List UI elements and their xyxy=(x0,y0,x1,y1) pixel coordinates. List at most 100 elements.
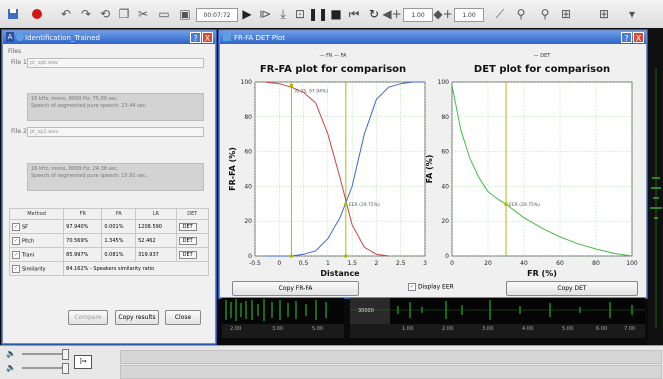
loop-icon[interactable]: ⟲ xyxy=(99,7,111,21)
main-toolbar: ↶ ↷ ⟲ ❐ ✂ ▭ ▣ 00:07:72 ▶ ⧐ ⤓ ⊡ ❚❚ ■ ⏮ ↻ … xyxy=(0,0,663,29)
series-line-det xyxy=(451,85,633,257)
paste-icon[interactable]: ▭ xyxy=(158,7,170,21)
checkbox[interactable]: ✓ xyxy=(12,222,20,231)
file2-info: 16 kHz, mono, 8000 Hz, 24.38 sec. Speech… xyxy=(27,163,204,191)
play-selection-icon[interactable]: ⧐ xyxy=(259,7,271,21)
checkbox[interactable]: ✓ xyxy=(12,264,20,273)
x-tick-label: 40 xyxy=(520,260,528,267)
play-to-end-icon[interactable]: ⊡ xyxy=(294,7,306,21)
identification-title: Identification_Trained xyxy=(25,33,100,42)
display-eer-label: Display EER xyxy=(418,283,454,291)
waveform-right-strip xyxy=(648,28,663,345)
identification-titlebar[interactable]: A Identification_Trained ? X xyxy=(3,31,215,44)
x-tick-label: 0 xyxy=(277,260,281,267)
x-tick-label: 80 xyxy=(592,260,600,267)
method-cell[interactable]: ✓ Trani xyxy=(8,247,65,262)
x-axis-label: Distance xyxy=(320,269,360,278)
redo-icon[interactable]: ↷ xyxy=(80,7,92,21)
file2-info-line2: Speech of segmented pure speech: 15.91 s… xyxy=(31,173,148,179)
search-icon[interactable]: ⚲ xyxy=(516,7,526,21)
y-tick-label: 80 xyxy=(441,114,449,121)
rewind-icon[interactable]: ◀+ xyxy=(382,7,402,21)
pause-icon[interactable]: ❚❚ xyxy=(307,7,329,21)
method-cell[interactable]: ✓ Pitch xyxy=(8,233,65,248)
header-fa: FA xyxy=(101,208,137,220)
table-row: ✓ Trani 85.997% 0.081% 319.937 DET xyxy=(8,247,210,262)
det-button[interactable]: DET xyxy=(178,250,197,259)
lr-cell: 1208.590 xyxy=(135,219,177,234)
spectrum-icon[interactable]: ⊞ xyxy=(560,7,572,21)
file1-combo[interactable]: pt_spk.wav xyxy=(27,58,204,68)
y-tick-label: 100 xyxy=(241,79,253,86)
waveform-1-graphic xyxy=(222,299,344,338)
frfa-point xyxy=(289,254,294,258)
save-icon[interactable] xyxy=(6,5,20,23)
forward-icon[interactable]: ◆+ xyxy=(433,7,453,21)
cut-icon[interactable]: ✂ xyxy=(137,7,149,21)
undo-icon[interactable]: ↶ xyxy=(60,7,72,21)
time-tick: 5.00 xyxy=(312,326,324,332)
lr-cell: 319.937 xyxy=(135,247,177,262)
det-button[interactable]: DET xyxy=(178,222,197,231)
repeat-icon[interactable]: ↻ xyxy=(368,7,380,21)
display-eer-checkbox[interactable]: ✓ xyxy=(408,283,416,291)
file2-combo[interactable]: pt_sp2.wav xyxy=(27,127,204,137)
volume-slider-track[interactable] xyxy=(22,353,67,355)
file2-info-line1: 16 kHz, mono, 8000 Hz, 24.38 sec. xyxy=(31,166,119,172)
method-name: Pitch xyxy=(22,238,35,244)
checkbox[interactable]: ✓ xyxy=(12,250,20,259)
speed-box-2[interactable]: 1.00 xyxy=(454,8,484,22)
y-tick-label: 20 xyxy=(441,218,449,225)
chart-icon[interactable]: ⟋ xyxy=(495,6,505,21)
help-button[interactable]: ? xyxy=(621,32,632,43)
close-button[interactable]: X xyxy=(202,32,213,43)
copy-results-button[interactable]: Copy results xyxy=(115,310,159,325)
det-plot-titlebar[interactable]: FR-FA DET Plot ? X xyxy=(220,31,646,44)
zoom-region-icon[interactable]: ⚲ xyxy=(540,7,550,21)
table-row: ✓ SF 97.940% 0.001% 1208.590 DET xyxy=(8,219,210,234)
waveform-panel-1[interactable]: 2.00 3.00 5.00 xyxy=(222,298,344,338)
settings-icon[interactable]: ▾ xyxy=(628,7,636,21)
volume-slider-track[interactable] xyxy=(22,367,67,369)
x-tick-label: 20 xyxy=(484,260,492,267)
zoom-icon[interactable]: ▣ xyxy=(179,7,191,21)
method-cell[interactable]: ✓ SF xyxy=(8,219,65,234)
previous-icon[interactable]: ⏮ xyxy=(348,6,360,21)
volume-icon[interactable]: 🔈 xyxy=(6,363,16,372)
det-plot-title: FR-FA DET Plot xyxy=(234,33,286,42)
method-name: Trani xyxy=(22,252,34,258)
help-button[interactable]: ? xyxy=(190,32,201,43)
link-channels-icon[interactable]: ]⇒ xyxy=(74,355,92,369)
fa-cell: 1.345% xyxy=(101,233,137,248)
results-table: Method FR FA LR DET ✓ SF 97.940% 0.001% 1… xyxy=(8,208,210,276)
waveform-panel-2[interactable]: 30000 1.00 2.00 3.00 4.00 5.00 6.00 7.00 xyxy=(350,298,645,338)
fr-cell: 70.569% xyxy=(63,233,103,248)
speed-box-1[interactable]: 1.00 xyxy=(403,8,433,22)
volume-slider-thumb[interactable] xyxy=(62,349,69,360)
record-icon[interactable] xyxy=(30,5,44,23)
det-button[interactable]: DET xyxy=(178,236,197,245)
copy-det-button[interactable]: Copy DET xyxy=(506,281,638,296)
stop-icon[interactable]: ■ xyxy=(330,7,342,21)
copy-icon[interactable]: ❐ xyxy=(118,7,130,21)
play-loop-icon[interactable]: ⤓ xyxy=(280,6,286,21)
play-icon[interactable]: ▶ xyxy=(242,7,252,21)
grid-icon[interactable]: ⊞ xyxy=(598,7,610,21)
volume-icon[interactable]: 🔈 xyxy=(6,349,16,358)
checkbox[interactable]: ✓ xyxy=(12,236,20,245)
file1-info: 16 kHz, mono, 8000 Hz, 75.00 sec. Speech… xyxy=(27,93,204,121)
bottom-controls: 🔈 🔈 ]⇒ xyxy=(0,345,663,379)
time-tick: 2.00 xyxy=(442,326,454,332)
close-dialog-button[interactable]: Close xyxy=(165,310,201,325)
compare-button[interactable]: Compare xyxy=(68,310,108,325)
copy-frfa-button[interactable]: Copy FR-FA xyxy=(232,281,359,296)
display-eer-option[interactable]: ✓ Display EER xyxy=(408,283,454,291)
header-det: DET xyxy=(175,208,210,220)
det-cell: DET xyxy=(175,247,210,262)
close-button[interactable]: X xyxy=(633,32,644,43)
x-axis-label: FR (%) xyxy=(527,269,557,278)
similarity-cell[interactable]: ✓ Similarity xyxy=(8,261,65,276)
x-tick-label: 1.5 xyxy=(347,260,357,267)
volume-slider-thumb[interactable] xyxy=(62,363,69,374)
time-tick: 4.00 xyxy=(522,326,534,332)
